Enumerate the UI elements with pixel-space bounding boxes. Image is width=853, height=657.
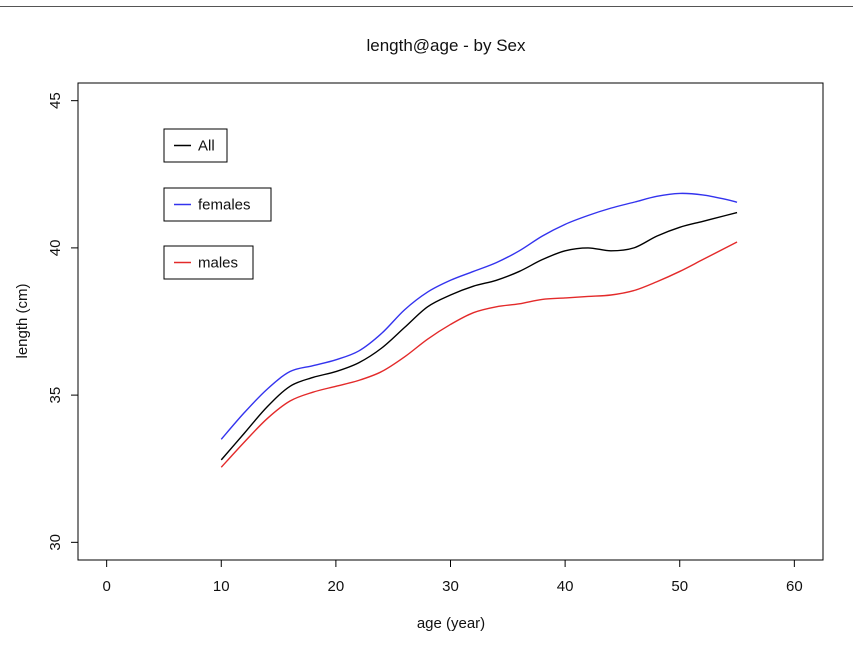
x-axis-label: age (year) — [417, 615, 485, 632]
y-tick-label: 40 — [47, 240, 64, 257]
x-tick-label: 60 — [786, 578, 803, 595]
x-tick-label: 40 — [557, 578, 574, 595]
y-axis: 30 35 40 45 — [47, 92, 79, 551]
series-line-males — [220, 241, 738, 468]
x-tick-label: 0 — [102, 578, 110, 595]
top-rule — [0, 6, 853, 7]
legend-item-females: females — [163, 187, 272, 222]
x-axis: 0 10 20 30 40 50 60 — [102, 559, 803, 595]
legend-label: males — [198, 255, 238, 272]
y-tick-label: 30 — [47, 534, 64, 551]
chart-title: length@age - by Sex — [366, 36, 526, 55]
legend-item-males: males — [163, 245, 254, 280]
legend-box — [163, 128, 228, 163]
y-tick-label: 45 — [47, 92, 64, 109]
x-tick-label: 30 — [442, 578, 459, 595]
x-tick-label: 10 — [213, 578, 230, 595]
series-line-all — [220, 211, 738, 461]
y-tick-label: 35 — [47, 387, 64, 404]
series-line-females — [220, 192, 738, 440]
x-tick-label: 20 — [328, 578, 345, 595]
y-axis-label: length (cm) — [14, 283, 31, 358]
legend-label: All — [198, 138, 215, 155]
series-layer — [220, 192, 738, 468]
legend-item-all: All — [163, 128, 228, 163]
x-tick-label: 50 — [671, 578, 688, 595]
legend-label: females — [198, 197, 251, 214]
legend: All females males — [163, 128, 272, 280]
